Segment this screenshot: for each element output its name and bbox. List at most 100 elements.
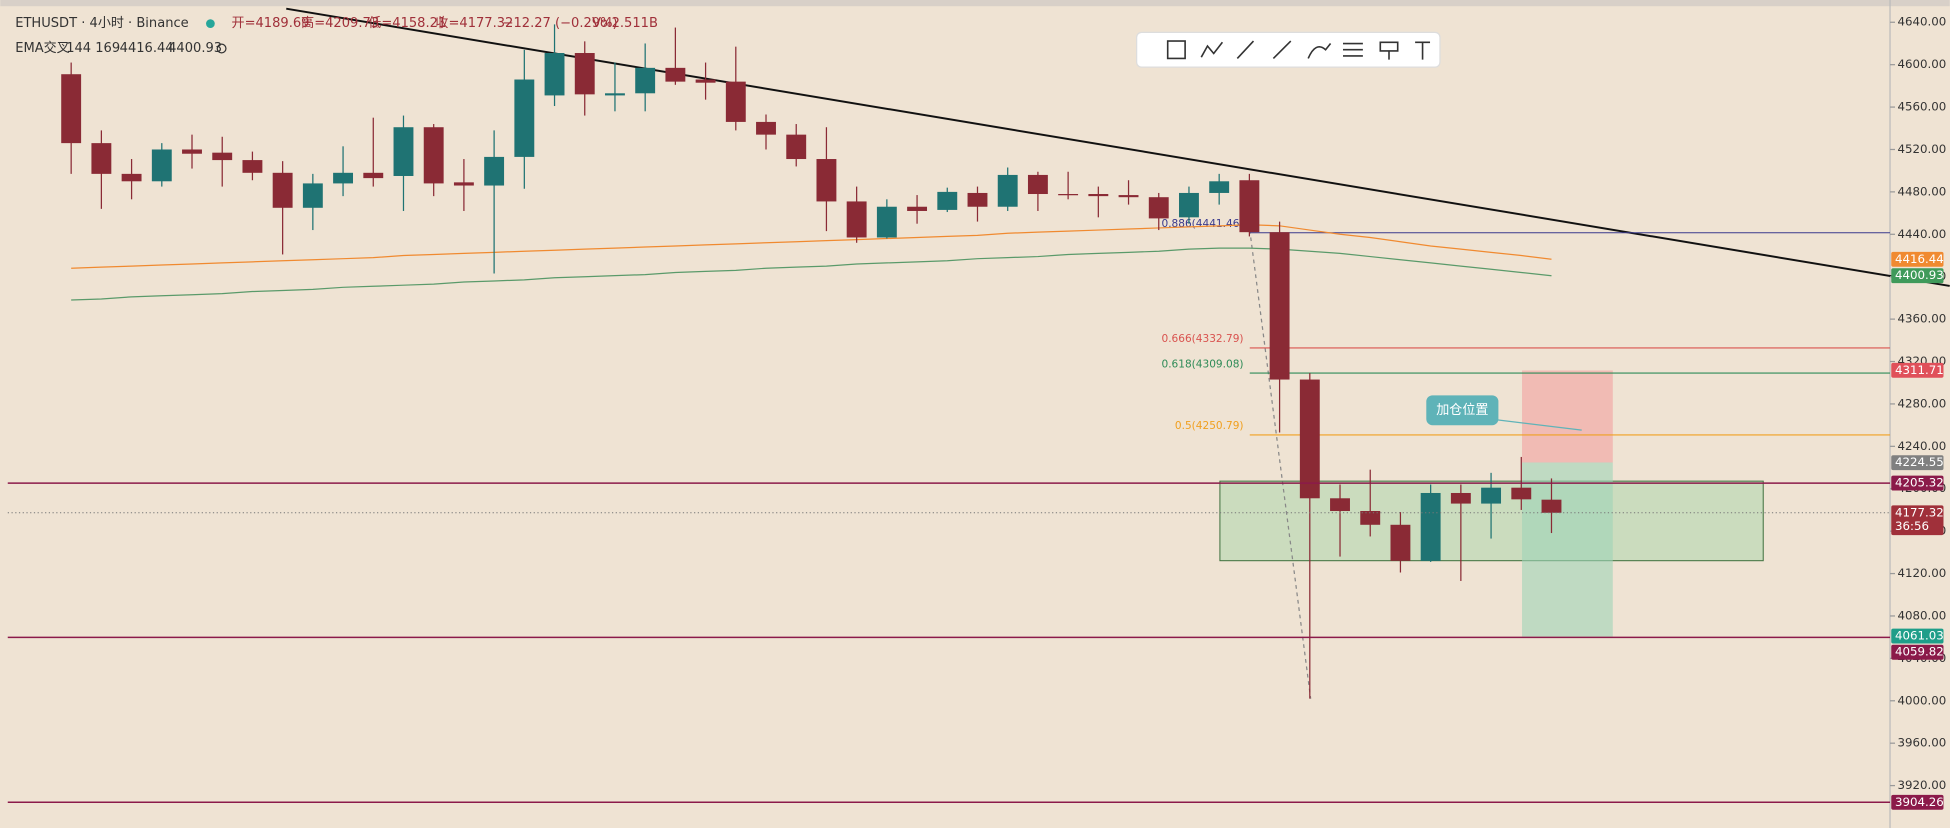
candle-body [1330,498,1350,512]
y-tick-label: 3920.00 [1897,778,1946,792]
status-dot [206,19,215,28]
tool-text[interactable] [1415,41,1431,60]
candle-body [1269,232,1290,380]
fib-label: 0.886(4441.46) [1161,218,1243,230]
trend-line[interactable] [286,7,1950,287]
price-tag-label: 4177.32 [1895,505,1944,519]
price-tag [1891,475,1944,491]
price-tag-label: 4416.44 [1895,252,1944,266]
candle-body [846,201,867,238]
indicator-name: EMA交叉 [15,40,70,56]
price-tag [1891,794,1944,810]
candle-body [574,53,595,95]
drawing-toolbar [1136,31,1441,68]
ema-line [71,224,1552,269]
candle-body [363,172,384,179]
candle-body [151,149,172,182]
candle-body [1179,192,1199,218]
candle-body [302,183,323,208]
tool-rectangle[interactable] [1166,40,1186,60]
tool-fib[interactable] [1343,42,1363,57]
candle-body [393,127,414,176]
symbol: ETHUSDT · 4小时 · Binance [15,16,188,31]
volume: Vol2.511B [592,16,658,31]
candle-body [1088,194,1109,197]
tool-brush[interactable] [1307,43,1332,59]
tool-measure[interactable] [1379,41,1399,60]
y-tick-label: 3960.00 [1897,736,1946,750]
candle-body [1058,194,1079,196]
candle-body [333,172,354,184]
risk-zone[interactable] [1522,370,1613,463]
fib-label: 0.5(4250.79) [1175,420,1244,432]
price-tag-label: 4224.55 [1895,455,1944,469]
y-tick-label: 4520.00 [1897,142,1946,156]
price-tag-label: 3904.26 [1895,795,1944,809]
candle-body [1511,487,1532,500]
price-tag-label: 4311.71 [1895,363,1944,377]
ohlc-close: 收=4177.32 [435,16,513,31]
candle-body [182,149,202,154]
price-tag-label: 4205.32 [1895,476,1944,490]
candle-body [907,206,928,211]
tool-path[interactable] [1200,41,1224,58]
candle-body [876,206,897,238]
legend-ema144: 4416.44 [120,41,174,56]
candle-body [635,67,656,94]
candle-body [484,156,505,186]
candle-body [665,67,686,82]
price-tag [1891,251,1944,267]
candle-body [272,172,293,208]
candle-body [1148,197,1169,219]
candle-body [212,152,233,161]
callout-text: 加仓位置 [1436,403,1488,418]
ema-line [71,247,1552,301]
y-tick-label: 4280.00 [1897,396,1946,410]
y-tick-label: 4120.00 [1897,566,1946,580]
candle-body [1541,499,1562,513]
price-tag-label: 4400.93 [1895,268,1944,282]
price-tag [1891,505,1944,536]
price-tag-label: 4059.82 [1895,645,1944,659]
reward-zone[interactable] [1522,462,1613,637]
candle-body [786,134,807,160]
y-tick-label: 4240.00 [1897,439,1946,453]
top-bar [0,0,1950,7]
candle-body [453,182,474,186]
candle-body [756,121,776,135]
candle-body [695,79,716,83]
candle-body [544,53,565,96]
candle-body [1390,524,1411,561]
tool-line[interactable] [1272,40,1292,60]
countdown: 36:56 [1895,519,1929,533]
tool-arrow[interactable] [1236,40,1255,59]
candle-body [121,173,142,182]
candle-body [1450,492,1471,504]
candle-body [242,160,263,173]
price-tag-label: 4061.03 [1895,629,1944,643]
change: −12.27 (−0.29%) [503,16,618,31]
candle-body [725,81,746,122]
price-tag [1891,628,1944,644]
candle-body [1481,487,1502,504]
fib-label: 0.618(4309.08) [1161,358,1243,370]
y-tick-label: 4080.00 [1897,608,1946,622]
candle-body [1027,174,1048,195]
candle-body [514,79,535,157]
candle-body [1299,379,1320,499]
candle-body [1209,181,1230,193]
candle-body [61,74,82,144]
legend-ema169: 4400.93 [168,41,222,56]
candle-body [1239,180,1260,233]
candle-body [91,143,112,174]
candle-body [997,174,1018,207]
y-tick-label: 4360.00 [1897,312,1946,326]
price-tag [1891,644,1944,660]
callout-box[interactable] [1426,395,1499,426]
price-tag [1891,362,1944,378]
visibility-icon[interactable] [216,43,227,54]
y-tick-label: 4440.00 [1897,227,1946,241]
y-tick-label: 4000.00 [1897,693,1946,707]
